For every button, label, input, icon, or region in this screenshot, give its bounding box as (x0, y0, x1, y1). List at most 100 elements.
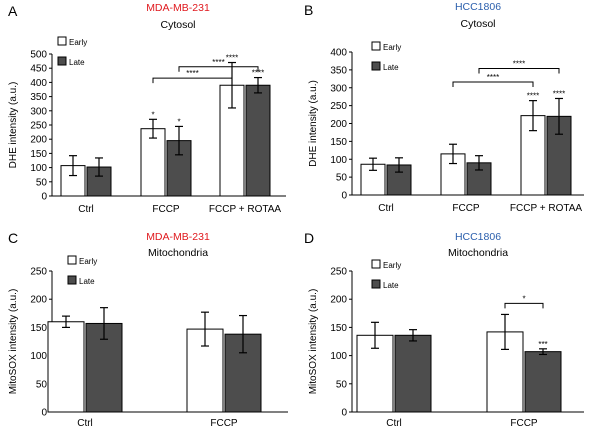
legend: Early Late (57, 36, 87, 67)
significance-label: * (177, 117, 180, 126)
significance-label: **** (527, 92, 539, 101)
significance-label: **** (252, 69, 264, 78)
y-axis-label: MitoSOX intensity (a.u.) (8, 289, 19, 395)
panel-title: MDA-MB-231 (146, 2, 210, 14)
x-tick-label: Ctrl (378, 203, 394, 214)
y-tick-label: 0 (41, 192, 47, 203)
y-tick-label: 100 (330, 351, 347, 362)
y-axis-label: DHE intensity (a.u.) (8, 82, 19, 169)
y-tick-label: 350 (30, 92, 47, 103)
y-tick-label: 300 (30, 106, 47, 117)
panel-subtitle: Cytosol (460, 18, 495, 30)
significance-label: **** (553, 89, 565, 98)
y-tick-label: 250 (30, 121, 47, 132)
y-tick-label: 150 (30, 323, 47, 334)
y-tick-label: 100 (30, 163, 47, 174)
y-tick-label: 150 (30, 149, 47, 160)
y-tick-label: 350 (330, 65, 347, 76)
bar-late (394, 334, 432, 413)
y-tick-label: 0 (41, 408, 47, 419)
x-tick-label: FCCP + ROTAA (510, 203, 582, 214)
y-tick-label: 50 (336, 379, 348, 390)
x-tick-label: FCCP (152, 204, 180, 215)
comparison-bracket (478, 67, 560, 74)
x-tick-label: Ctrl (386, 418, 402, 429)
bar-early (140, 128, 166, 197)
bar-early (47, 321, 85, 413)
bar-late (524, 351, 562, 413)
legend: Early Late (371, 41, 401, 72)
y-tick-label: 0 (341, 191, 347, 202)
bar-late (86, 166, 112, 197)
legend-label: Early (69, 38, 87, 47)
x-tick-label: FCCP (452, 203, 480, 214)
panel-title: MDA-MB-231 (146, 231, 210, 243)
legend-label: Late (383, 63, 399, 72)
y-tick-label: 300 (330, 83, 347, 94)
y-tick-label: 0 (341, 408, 347, 419)
legend-swatch-early (371, 259, 381, 269)
legend-swatch-late (57, 56, 67, 66)
y-tick-label: 150 (330, 323, 347, 334)
comparison-bracket (452, 81, 534, 88)
legend-swatch-early (371, 41, 381, 51)
y-tick-label: 50 (36, 379, 48, 390)
panel-b: B HCC1806 Cytosol 0 50 100 150 200 250 300 350 400 D… (304, 1, 584, 214)
bracket-label: **** (513, 59, 525, 68)
legend-label: Late (79, 277, 95, 286)
x-tick-label: FCCP (510, 418, 538, 429)
panel-d: D HCC1806 Mitochondria 0 50 100 150 200 250 MitoS… (304, 230, 584, 429)
y-tick-label: 250 (30, 267, 47, 278)
y-tick-label: 100 (30, 351, 47, 362)
panel-subtitle: Mitochondria (448, 247, 508, 259)
significance-label: * (151, 110, 154, 119)
legend-swatch-late (371, 61, 381, 71)
legend: Early Late (67, 255, 97, 286)
y-tick-label: 200 (30, 135, 47, 146)
bracket-label: * (522, 294, 525, 303)
legend-label: Early (79, 257, 97, 266)
y-tick-label: 50 (336, 173, 348, 184)
y-tick-label: 400 (30, 78, 47, 89)
bracket-label: **** (487, 73, 499, 82)
legend-label: Late (383, 281, 399, 290)
legend-swatch-early (67, 255, 77, 265)
x-tick-label: Ctrl (78, 204, 94, 215)
x-tick-label: FCCP + ROTAA (209, 204, 281, 215)
legend: Early Late (371, 259, 401, 290)
panel-subtitle: Cytosol (160, 19, 195, 31)
legend-swatch-late (67, 275, 77, 285)
panel-subtitle: Mitochondria (148, 247, 208, 259)
panel-title: HCC1806 (455, 1, 501, 13)
y-tick-label: 50 (36, 177, 48, 188)
y-tick-label: 400 (330, 48, 347, 59)
legend-swatch-late (371, 279, 381, 289)
y-tick-label: 200 (330, 295, 347, 306)
bar-late (245, 84, 271, 197)
significance-label: *** (538, 340, 547, 349)
panel-letter: C (8, 230, 18, 246)
comparison-bracket (152, 77, 233, 84)
legend-label: Late (69, 58, 85, 67)
legend-swatch-early (57, 36, 67, 46)
panel-letter: A (8, 3, 18, 19)
y-axis-label: DHE intensity (a.u.) (308, 80, 319, 167)
x-tick-label: FCCP (210, 418, 238, 429)
panel-c: C MDA-MB-231 Mitochondria 0 50 100 150 200 250 Mi… (8, 230, 288, 429)
y-tick-label: 250 (330, 101, 347, 112)
x-tick-label: Ctrl (77, 418, 93, 429)
bracket-label: **** (186, 69, 198, 78)
y-tick-label: 100 (330, 155, 347, 166)
y-tick-label: 500 (30, 50, 47, 61)
panel-letter: B (304, 2, 313, 18)
y-tick-label: 200 (330, 119, 347, 130)
y-axis-label: MitoSOX intensity (a.u.) (308, 289, 319, 395)
y-tick-label: 250 (330, 267, 347, 278)
y-tick-label: 450 (30, 64, 47, 75)
legend-label: Early (383, 261, 401, 270)
y-tick-label: 150 (330, 137, 347, 148)
significance-label: **** (226, 54, 238, 63)
comparison-bracket (178, 66, 259, 72)
panel-letter: D (304, 230, 314, 246)
